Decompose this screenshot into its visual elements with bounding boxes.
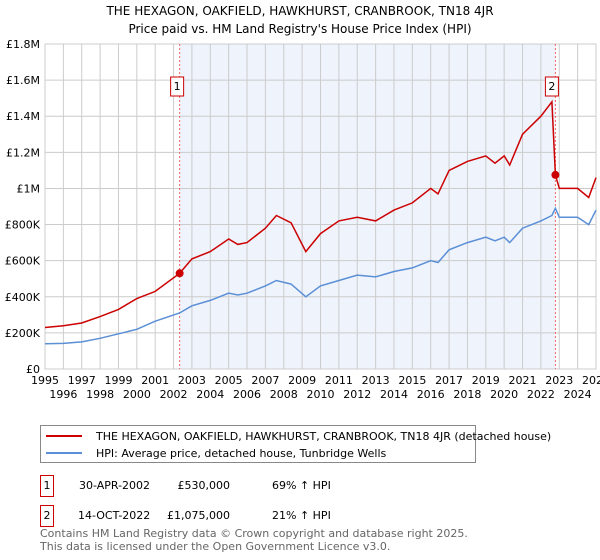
y-tick-label: £800K [5,219,41,232]
legend-red-line [46,435,82,437]
sale-badge: 1 [40,475,54,497]
sale-hpi: 69% ↑ HPI [272,479,331,492]
y-tick-label: £1.6M [6,74,40,87]
sale-hpi: 21% ↑ HPI [272,509,331,522]
x-tick-label: 2009 [288,374,316,387]
x-tick-label: 2010 [307,388,335,401]
x-tick-label: 2002 [160,388,188,401]
x-tick-label: 2003 [178,374,206,387]
legend-blue-line [46,452,82,454]
x-tick-label: 2004 [196,388,224,401]
x-tick-label: 2008 [270,388,298,401]
y-tick-label: £1.8M [6,38,40,51]
legend-label-property: THE HEXAGON, OAKFIELD, HAWKHURST, CRANBR… [96,429,552,443]
hpi-series-line [44,206,597,345]
x-tick-label: 1999 [104,374,132,387]
sale-label-box [170,76,185,97]
x-tick-label: 2016 [417,388,445,401]
x-tick-label: 2019 [472,374,500,387]
x-tick-label: 1997 [68,374,96,387]
x-tick-label: 2006 [233,388,261,401]
sale-label: 2 [548,80,555,93]
x-tick-label: 2015 [398,374,426,387]
y-tick-label: £600K [5,255,41,268]
x-tick-label: 2017 [435,374,463,387]
y-tick-label: £400K [5,291,41,304]
x-tick-label: 2024 [564,388,592,401]
x-tick-label: 2013 [362,374,390,387]
chart-subtitle: Price paid vs. HM Land Registry's House … [128,22,472,36]
x-tick-label: 2011 [325,374,353,387]
x-tick-label: 2014 [380,388,408,401]
x-tick-label: 2005 [215,374,243,387]
sale-label: 1 [174,80,181,93]
y-tick-label: £1M [17,182,41,195]
sale-point [175,269,184,278]
x-tick-label: 1995 [31,374,59,387]
sale-price: £530,000 [177,479,231,492]
x-tick-label: 1998 [86,388,114,401]
legend-item-hpi: HPI: Average price, detached house, Tunb… [46,445,386,461]
x-tick-label: 2000 [123,388,151,401]
sale-row-2: 2 14-OCT-2022 £1,075,000 21% ↑ HPI [40,505,340,527]
property-series-line [44,99,597,329]
x-tick-label: 1996 [49,388,77,401]
sale-row-1: 1 30-APR-2002 £530,000 69% ↑ HPI [40,475,340,497]
sale-label-box [544,76,559,97]
x-tick-label: 2021 [509,374,537,387]
legend-label-hpi: HPI: Average price, detached house, Tunb… [96,446,387,460]
y-tick-label: £1.2M [6,146,40,159]
chart-title: THE HEXAGON, OAKFIELD, HAWKHURST, CRANBR… [106,4,494,18]
x-tick-label: 2001 [141,374,169,387]
sale-badge: 2 [40,505,54,527]
x-tick-label: 2022 [527,388,555,401]
x-tick-label: 2023 [545,374,573,387]
sale-date: 30-APR-2002 [79,479,151,492]
legend-item-property: THE HEXAGON, OAKFIELD, HAWKHURST, CRANBR… [46,428,551,444]
shaded-period [179,44,556,369]
y-tick-label: £1.4M [6,110,40,123]
price-chart: 1995199619971998199920002001200220032004… [5,38,600,401]
footer: Contains HM Land Registry data © Crown c… [40,527,468,553]
x-tick-label: 2018 [453,388,481,401]
legend: THE HEXAGON, OAKFIELD, HAWKHURST, CRANBR… [40,425,551,463]
x-tick-label: 2007 [251,374,279,387]
x-tick-label: 2025 [582,374,600,387]
y-tick-label: £200K [5,327,41,340]
sale-price: £1,075,000 [167,509,230,522]
footer-line-2: This data is licensed under the Open Gov… [40,540,391,553]
sale-date: 14-OCT-2022 [78,509,151,522]
footer-line-1: Contains HM Land Registry data © Crown c… [40,527,468,540]
x-tick-label: 2012 [343,388,371,401]
sale-point [551,170,560,179]
x-tick-label: 2020 [490,388,518,401]
y-tick-label: £0 [26,363,40,376]
